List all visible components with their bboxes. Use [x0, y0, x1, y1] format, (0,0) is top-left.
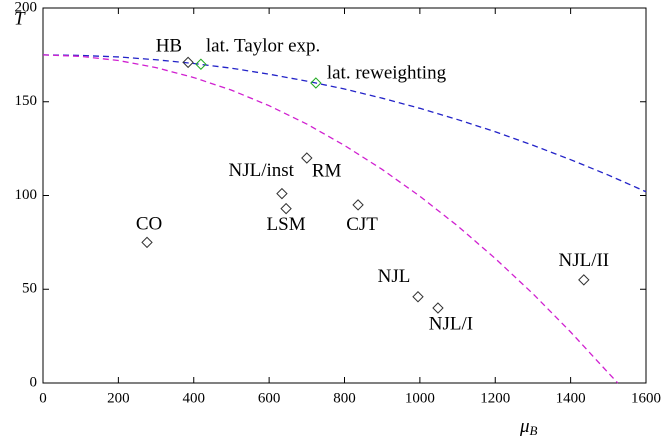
data-point: [412, 291, 424, 303]
x-tick-label: 800: [333, 390, 356, 406]
point-label: NJL/inst: [228, 160, 294, 181]
y-tick-label: 200: [15, 0, 38, 15]
y-tick-label: 50: [22, 281, 37, 297]
data-point: [280, 202, 292, 215]
data-point: [432, 302, 444, 314]
x-axis-label: μB: [519, 416, 538, 438]
point-label: lat. reweighting: [327, 62, 447, 83]
x-tick-label: 1600: [631, 390, 661, 406]
x-tick-label: 0: [39, 390, 47, 406]
curve: [42, 54, 647, 193]
x-tick-label: 400: [183, 390, 206, 406]
point-label: NJL: [378, 266, 411, 287]
data-point: [310, 77, 322, 89]
x-tick-label: 1200: [480, 390, 510, 406]
point-label: LSM: [267, 214, 306, 235]
data-point: [578, 274, 590, 286]
x-tick-label: 1000: [405, 390, 435, 406]
point-label: CO: [136, 214, 162, 235]
data-point: [182, 56, 194, 69]
x-axis-label-subscript: B: [530, 423, 538, 438]
data-point: [195, 58, 207, 70]
data-point: [352, 199, 364, 211]
point-label: RM: [312, 160, 342, 181]
y-tick-label: 0: [30, 374, 38, 390]
point-label: NJL/II: [558, 250, 609, 271]
curve: [42, 54, 619, 384]
point-label: NJL/I: [429, 313, 473, 334]
point-label: HB: [156, 36, 182, 57]
y-tick-label: 150: [15, 93, 38, 109]
x-tick-label: 1400: [556, 390, 586, 406]
y-tick-label: 100: [15, 187, 38, 203]
y-axis-label: T: [14, 8, 26, 29]
x-tick-label: 200: [107, 390, 130, 406]
point-label: lat. Taylor exp.: [206, 36, 320, 57]
data-point: [276, 187, 288, 200]
data-point: [301, 152, 313, 164]
point-label: CJT: [346, 214, 378, 235]
x-tick-label: 600: [258, 390, 281, 406]
data-point: [141, 236, 153, 249]
x-axis-label-symbol: μ: [519, 416, 530, 437]
